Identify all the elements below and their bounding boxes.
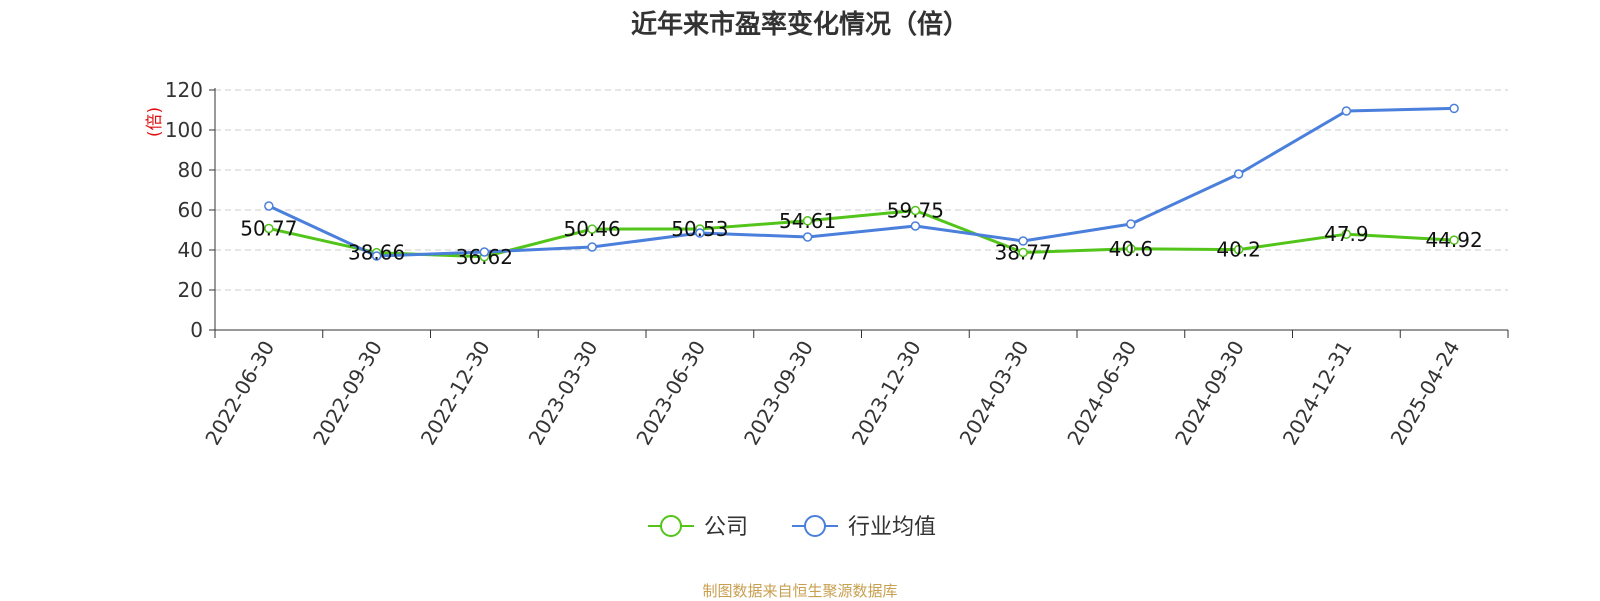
- series-2-point: [479, 247, 490, 257]
- legend-marker-2: [804, 515, 826, 537]
- data-label: 47.9: [1324, 222, 1369, 246]
- y-tick-label: 0: [190, 318, 203, 342]
- series-line-2: [268, 106, 1455, 258]
- x-tick-label: 2024-06-30: [1062, 337, 1141, 450]
- series-1-point: [264, 223, 274, 234]
- chart-title: 近年来市盈率变化情况（倍）: [630, 10, 969, 40]
- y-axis-unit-label: (倍): [145, 107, 165, 137]
- y-tick-label: 20: [178, 278, 203, 302]
- x-tick-label: 2023-06-30: [631, 337, 710, 450]
- x-tick-label: 2024-03-30: [955, 337, 1034, 450]
- series-1-point: [802, 216, 813, 226]
- series-1-point: [1233, 244, 1244, 255]
- series-1-point: [1449, 235, 1459, 245]
- series-1-point: [910, 205, 921, 216]
- series-2-point: [1449, 103, 1459, 114]
- data-label: 50.77: [240, 216, 297, 240]
- series-2-point: [910, 221, 921, 231]
- series-2-point: [1126, 219, 1136, 229]
- data-label: 40.6: [1109, 237, 1154, 261]
- data-label: 59.75: [887, 199, 944, 223]
- x-tick-label: 2023-09-30: [739, 337, 818, 450]
- data-label: 38.77: [994, 240, 1051, 264]
- x-tick-label: 2022-06-30: [200, 337, 279, 450]
- series-lines: [264, 103, 1459, 262]
- y-tick-label: 120: [165, 78, 203, 102]
- y-tick-label: 40: [178, 238, 203, 262]
- data-label: 40.2: [1216, 238, 1261, 262]
- x-tick-label: 2023-03-30: [524, 337, 603, 450]
- data-label: 36.62: [456, 245, 513, 269]
- series-2-point: [371, 251, 382, 261]
- x-tick-label: 2024-12-31: [1278, 337, 1357, 450]
- x-tick-label: 2024-09-30: [1170, 337, 1249, 450]
- series-2-point: [802, 232, 813, 242]
- y-tick-label: 60: [178, 198, 203, 222]
- legend-label-1: 公司: [704, 515, 748, 540]
- y-tick-label: 80: [178, 158, 203, 182]
- series-2-point: [695, 228, 705, 238]
- data-label: 50.46: [563, 217, 620, 241]
- data-label: 38.66: [348, 241, 405, 265]
- data-labels: 50.77 38.66 36.62 50.46 50.53 54.61 59.75 38.77…: [240, 199, 1483, 269]
- legend-marker-1: [660, 515, 682, 537]
- series-2-point: [1341, 106, 1352, 116]
- series-2-point: [587, 242, 597, 252]
- data-label: 44.92: [1425, 228, 1482, 252]
- legend: 公司 行业均值: [648, 515, 936, 540]
- series-1-point: [587, 224, 597, 234]
- x-tick-label: 2025-04-24: [1386, 337, 1465, 450]
- legend-label-2: 行业均值: [848, 515, 936, 540]
- data-label: 54.61: [779, 209, 836, 233]
- series-1-point: [1126, 244, 1136, 254]
- series-2-point: [1018, 236, 1028, 246]
- y-tick-label: 100: [165, 118, 203, 142]
- source-note: 制图数据来自恒生聚源数据库: [702, 582, 898, 600]
- series-1-point: [1341, 229, 1352, 239]
- data-label: 50.53: [671, 217, 728, 241]
- x-tick-label: 2022-09-30: [308, 337, 387, 450]
- series-1-point: [1018, 247, 1028, 258]
- series-2-point: [1233, 169, 1244, 179]
- x-tick-label: 2023-12-30: [847, 337, 926, 450]
- series-line-1: [268, 209, 1455, 259]
- x-tick-label: 2022-12-30: [416, 337, 495, 450]
- series-2-point: [264, 201, 274, 211]
- grid-lines: [215, 89, 1508, 291]
